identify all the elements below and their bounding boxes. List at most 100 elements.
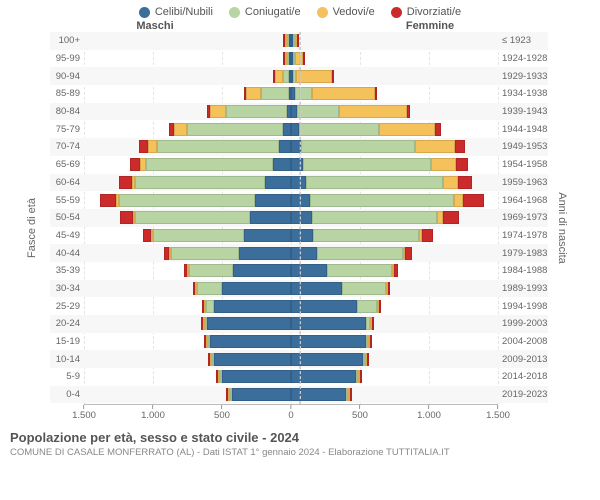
bar-segment <box>135 176 265 189</box>
age-label: 30-34 <box>50 283 84 294</box>
male-side <box>84 264 291 277</box>
x-tick: 1.000 <box>141 405 165 421</box>
male-side <box>84 370 291 383</box>
male-bar <box>84 388 291 401</box>
bar-segment <box>296 70 332 83</box>
female-bar <box>291 211 498 224</box>
female-side <box>291 317 498 330</box>
male-bar <box>84 370 291 383</box>
female-side <box>291 34 498 47</box>
male-bar <box>84 247 291 260</box>
bar-segment <box>153 229 244 242</box>
bar-segment <box>291 353 363 366</box>
male-side <box>84 388 291 401</box>
bar-segment <box>246 87 261 100</box>
age-label: 75-79 <box>50 124 84 135</box>
legend-label: Divorziati/e <box>407 6 461 18</box>
bar-segment <box>455 140 465 153</box>
bar-segment <box>214 300 291 313</box>
female-bar <box>291 300 498 313</box>
bar-segment <box>435 123 441 136</box>
male-side <box>84 353 291 366</box>
bar-segment <box>187 123 284 136</box>
bar-segment <box>443 211 460 224</box>
birth-label: ≤ 1923 <box>498 35 548 46</box>
bar-segment <box>207 317 291 330</box>
bar-segment <box>273 158 291 171</box>
age-label: 0-4 <box>50 389 84 400</box>
x-tick: 1.500 <box>72 405 96 421</box>
header-male: Maschi <box>0 20 260 32</box>
bar-segment <box>206 300 214 313</box>
age-label: 20-24 <box>50 318 84 329</box>
female-side <box>291 158 498 171</box>
legend-item-widowed: Vedovi/e <box>317 6 375 18</box>
bar-segment <box>148 140 158 153</box>
bar-segment <box>143 229 151 242</box>
male-side <box>84 247 291 260</box>
bar-segment <box>394 264 398 277</box>
bar-segment <box>261 87 289 100</box>
age-label: 55-59 <box>50 195 84 206</box>
bar-segment <box>301 140 416 153</box>
legend-item-single: Celibi/Nubili <box>139 6 213 18</box>
bar-segment <box>350 388 352 401</box>
bar-segment <box>463 194 484 207</box>
bar-segment <box>119 176 131 189</box>
column-headers: Maschi Femmine <box>0 20 600 32</box>
birth-label: 1964-1968 <box>498 195 548 206</box>
bar-segment <box>317 247 403 260</box>
age-label: 40-44 <box>50 248 84 259</box>
birth-label: 1979-1983 <box>498 248 548 259</box>
female-side <box>291 229 498 242</box>
male-bar <box>84 34 291 47</box>
bar-segment <box>306 176 443 189</box>
x-tick: 1.000 <box>417 405 441 421</box>
birth-label: 1949-1953 <box>498 141 548 152</box>
female-side <box>291 87 498 100</box>
male-side <box>84 282 291 295</box>
male-bar <box>84 229 291 242</box>
male-bar <box>84 194 291 207</box>
male-side <box>84 158 291 171</box>
female-side <box>291 211 498 224</box>
birth-label: 2004-2008 <box>498 336 548 347</box>
legend-item-married: Coniugati/e <box>229 6 301 18</box>
male-side <box>84 52 291 65</box>
birth-label: 1954-1958 <box>498 159 548 170</box>
female-bar <box>291 52 498 65</box>
bar-segment <box>372 317 374 330</box>
female-side <box>291 123 498 136</box>
male-side <box>84 176 291 189</box>
center-line <box>300 32 301 404</box>
bar-segment <box>275 70 283 83</box>
bar-segment <box>233 264 291 277</box>
bar-segment <box>456 158 468 171</box>
bar-segment <box>297 105 340 118</box>
swatch-married <box>229 7 240 18</box>
bar-segment <box>157 140 278 153</box>
bar-segment <box>265 176 291 189</box>
female-bar <box>291 370 498 383</box>
birth-label: 1969-1973 <box>498 212 548 223</box>
legend: Celibi/Nubili Coniugati/e Vedovi/e Divor… <box>0 0 600 20</box>
bar-segment <box>443 176 458 189</box>
male-bar <box>84 158 291 171</box>
bar-segment <box>454 194 464 207</box>
bar-segment <box>375 87 377 100</box>
bar-segment <box>135 211 250 224</box>
x-axis: 1.5001.00050005001.0001.500 <box>84 404 498 424</box>
male-bar <box>84 70 291 83</box>
female-side <box>291 370 498 383</box>
bar-segment <box>291 247 317 260</box>
male-side <box>84 211 291 224</box>
x-tick: 500 <box>214 405 230 421</box>
age-label: 50-54 <box>50 212 84 223</box>
age-label: 15-19 <box>50 336 84 347</box>
bar-segment <box>174 123 187 136</box>
bar-segment <box>244 229 291 242</box>
age-label: 10-14 <box>50 354 84 365</box>
bar-segment <box>295 87 312 100</box>
bar-segment <box>146 158 273 171</box>
female-side <box>291 194 498 207</box>
